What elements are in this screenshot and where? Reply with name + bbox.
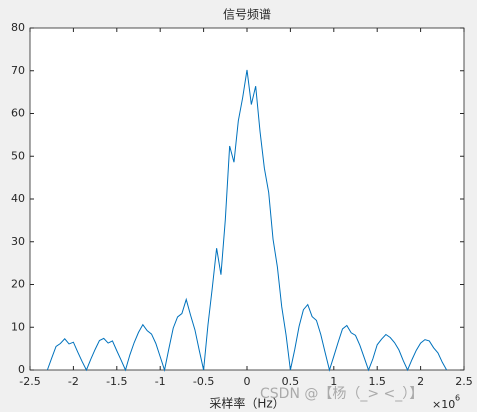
y-tick-label: 70	[11, 64, 25, 77]
x-tick-label: -1.5	[106, 375, 127, 388]
x-tick-label: 0.5	[282, 375, 300, 388]
y-tick-label: 50	[11, 149, 25, 162]
x-tick-label: 1.5	[368, 375, 386, 388]
y-tick-label: 40	[11, 192, 25, 205]
y-tick-label: 60	[11, 107, 25, 120]
x-tick-label: -1	[155, 375, 166, 388]
x-tick-label: 0	[244, 375, 251, 388]
x-multiplier-exponent: 6	[455, 394, 460, 403]
y-tick-label: 80	[11, 21, 25, 34]
x-tick-label: -2	[68, 375, 79, 388]
x-tick-label: -2.5	[19, 375, 40, 388]
x-tick-label: 1	[330, 375, 337, 388]
y-tick-label: 20	[11, 278, 25, 291]
y-tick-label: 10	[11, 320, 25, 333]
x-tick-label: 2	[417, 375, 424, 388]
chart-title: 信号频谱	[223, 8, 271, 22]
x-tick-label: 2.5	[455, 375, 473, 388]
x-axis-label: 采样率（Hz）	[209, 396, 284, 411]
y-tick-label: 0	[18, 363, 25, 376]
watermark: CSDN @【杨（_> <_）】	[260, 386, 423, 402]
x-multiplier: ×10	[432, 398, 455, 411]
y-tick-label: 30	[11, 235, 25, 248]
plot-area	[29, 27, 465, 371]
line-series	[46, 69, 448, 372]
x-tick-label: -0.5	[193, 375, 214, 388]
